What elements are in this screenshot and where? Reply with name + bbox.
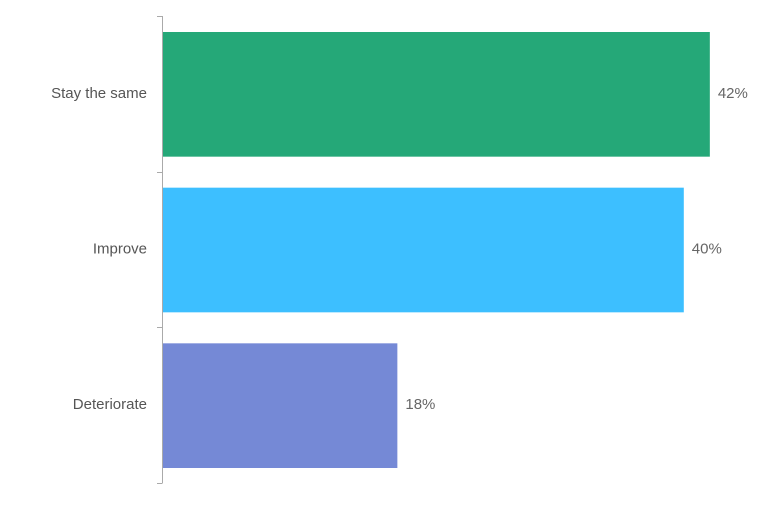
category-label: Improve [93,240,147,257]
bar [163,32,710,157]
value-label: 40% [692,240,722,257]
bar [163,343,398,468]
bar [163,187,684,313]
value-label: 42% [718,85,748,102]
category-label: Stay the same [51,85,147,102]
value-label: 18% [405,396,435,413]
category-label: Deteriorate [73,396,147,413]
